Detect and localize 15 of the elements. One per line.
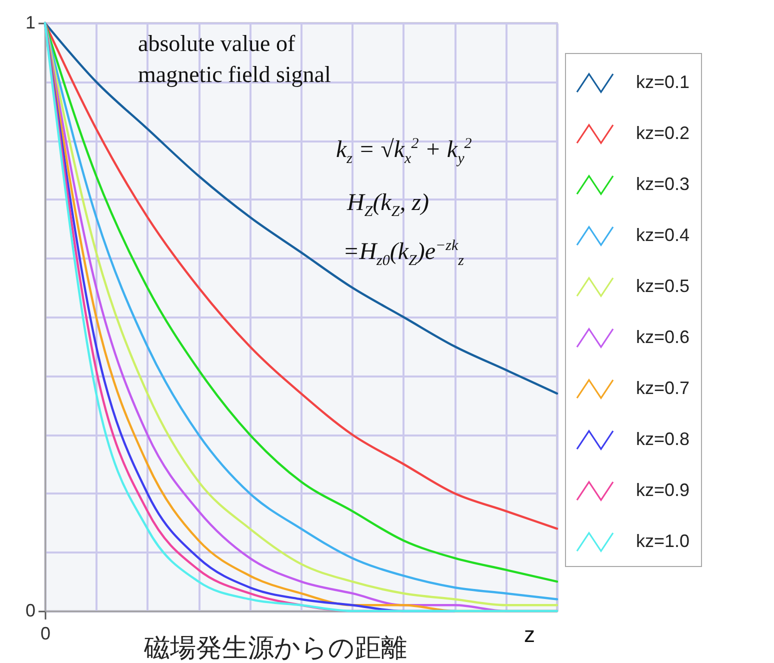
y-tick-label: 1: [25, 12, 36, 32]
legend-label: kz=0.1: [636, 72, 690, 92]
x-axis-title: 磁場発生源からの距離: [143, 632, 407, 662]
legend-label: kz=0.2: [636, 123, 690, 143]
legend-label: kz=0.5: [636, 276, 690, 296]
legend-label: kz=0.6: [636, 327, 690, 347]
legend-label: kz=0.7: [636, 378, 690, 398]
legend-label: kz=0.3: [636, 174, 690, 194]
annotation: H$_{Z}$(k$_{Z}$, z): [347, 190, 430, 221]
legend-label: kz=1.0: [636, 531, 690, 551]
text: absolute value of magnetic field signal: [138, 30, 332, 89]
legend-label: kz=0.4: [636, 225, 690, 245]
legend-label: kz=0.9: [636, 480, 690, 500]
legend-label: kz=0.8: [636, 429, 690, 449]
text: z: [524, 622, 535, 648]
